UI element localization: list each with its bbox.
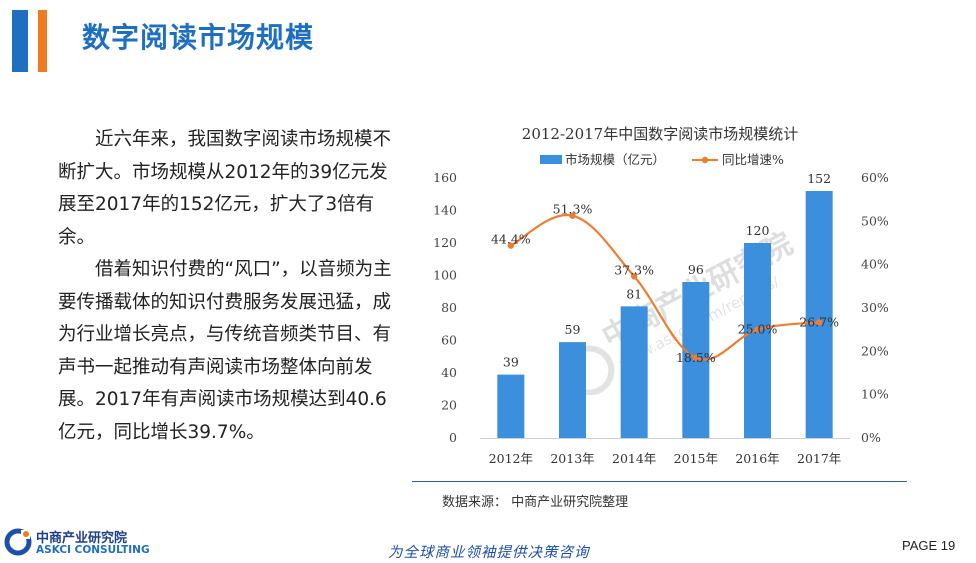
y-right-tick-label: 20%: [861, 343, 889, 358]
y-right-tick-label: 10%: [861, 387, 889, 402]
bar-data-label: 59: [565, 322, 581, 337]
x-tick-label: 2013年: [550, 451, 594, 466]
page-number: PAGE 19: [902, 538, 956, 553]
company-logo: 中商产业研究院 ASKCI CONSULTING: [4, 526, 150, 560]
bar-data-label: 120: [746, 223, 770, 238]
header-accent-bar-orange: [38, 10, 47, 72]
growth-point-2017年: [815, 319, 823, 326]
growth-data-label: 51.3%: [553, 202, 593, 217]
bar-data-label: 96: [688, 262, 704, 277]
logo-text-cn: 中商产业研究院: [36, 531, 128, 546]
footer-slogan: 为全球商业领袖提供决策咨询: [388, 545, 590, 561]
line-series: 44.4% 51.3% 37.3% 18.5% 25.0% 26.7%: [491, 202, 839, 365]
x-tick-label: 2015年: [674, 451, 718, 466]
market-size-chart: 2012-2017年中国数字阅读市场规模统计 市场规模（亿元） 同比增速% 0 20…: [405, 110, 905, 490]
paragraph-2: 借着知识付费的“风口”，以音频为主要传播载体的知识付费服务发展迅猛，成为行业增长…: [58, 259, 392, 443]
y-right-tick-label: 60%: [861, 170, 889, 185]
chart-legend: 市场规模（亿元） 同比增速%: [540, 152, 784, 167]
bar-2013年: [559, 342, 586, 438]
y-right-tick-label: 0%: [861, 430, 881, 445]
bar-data-label: 39: [503, 355, 519, 370]
growth-data-label: 37.3%: [614, 262, 654, 277]
y-left-tick-label: 120: [433, 235, 457, 250]
growth-point-2014年: [630, 273, 638, 280]
bar-2016年: [744, 243, 771, 438]
y-left-tick-label: 80: [441, 300, 457, 315]
growth-point-2015年: [692, 354, 700, 362]
y-left-tick-label: 20: [441, 398, 457, 413]
growth-data-label: 44.4%: [491, 232, 531, 247]
growth-point-2012年: [507, 242, 515, 249]
bar-series: 39 59 81 96 120 152: [497, 171, 833, 438]
legend-label-line: 同比增速%: [722, 152, 784, 167]
y-axis-right: 0% 10% 20% 30% 40% 50% 60%: [861, 170, 889, 445]
y-left-tick-label: 140: [433, 203, 457, 218]
bar-2017年: [805, 191, 833, 438]
y-right-tick-label: 40%: [861, 257, 889, 272]
data-source: 数据来源： 中商产业研究院整理: [442, 495, 629, 510]
x-tick-label: 2012年: [489, 451, 533, 466]
growth-data-label: 26.7%: [799, 314, 839, 329]
x-tick-label: 2016年: [735, 451, 779, 466]
bar-data-label: 152: [807, 171, 831, 186]
bar-2012年: [497, 374, 525, 438]
growth-data-label: 25.0%: [738, 322, 778, 337]
legend-marker-line: [701, 156, 709, 164]
bar-2014年: [620, 306, 648, 438]
page-title: 数字阅读市场规模: [82, 21, 315, 54]
y-left-tick-label: 0: [449, 430, 457, 445]
bar-data-label: 81: [626, 286, 642, 301]
header-accent-bar-blue: [12, 10, 28, 72]
x-tick-label: 2017年: [797, 451, 841, 466]
growth-point-2016年: [754, 326, 761, 333]
legend-label-bar: 市场规模（亿元）: [565, 152, 665, 167]
y-left-tick-label: 100: [433, 268, 457, 283]
x-tick-label: 2014年: [612, 451, 656, 466]
y-left-tick-label: 60: [441, 333, 457, 348]
legend-swatch-bar: [540, 155, 562, 164]
logo-text-en: ASKCI CONSULTING: [36, 544, 150, 556]
body-text: 近六年来，我国数字阅读市场规模不断扩大。市场规模从2012年的39亿元发展至20…: [58, 124, 403, 449]
y-left-tick-label: 160: [433, 170, 457, 185]
source-divider: [412, 481, 907, 482]
y-axis-left: 0 20 40 60 80 100 120 140 160: [433, 170, 457, 445]
logo-mark-icon: [4, 528, 32, 556]
paragraph-1: 近六年来，我国数字阅读市场规模不断扩大。市场规模从2012年的39亿元发展至20…: [58, 129, 392, 248]
growth-point-2013年: [569, 212, 576, 219]
x-axis: 2012年 2013年 2014年 2015年 2016年 2017年: [480, 438, 850, 466]
growth-data-label: 18.5%: [676, 350, 716, 365]
y-right-tick-label: 50%: [861, 213, 889, 228]
growth-line: [510, 213, 820, 361]
y-right-tick-label: 30%: [861, 300, 889, 315]
chart-title: 2012-2017年中国数字阅读市场规模统计: [522, 125, 798, 143]
y-left-tick-label: 40: [441, 365, 457, 380]
chart-svg: 2012-2017年中国数字阅读市场规模统计 市场规模（亿元） 同比增速% 0 20…: [433, 125, 889, 466]
